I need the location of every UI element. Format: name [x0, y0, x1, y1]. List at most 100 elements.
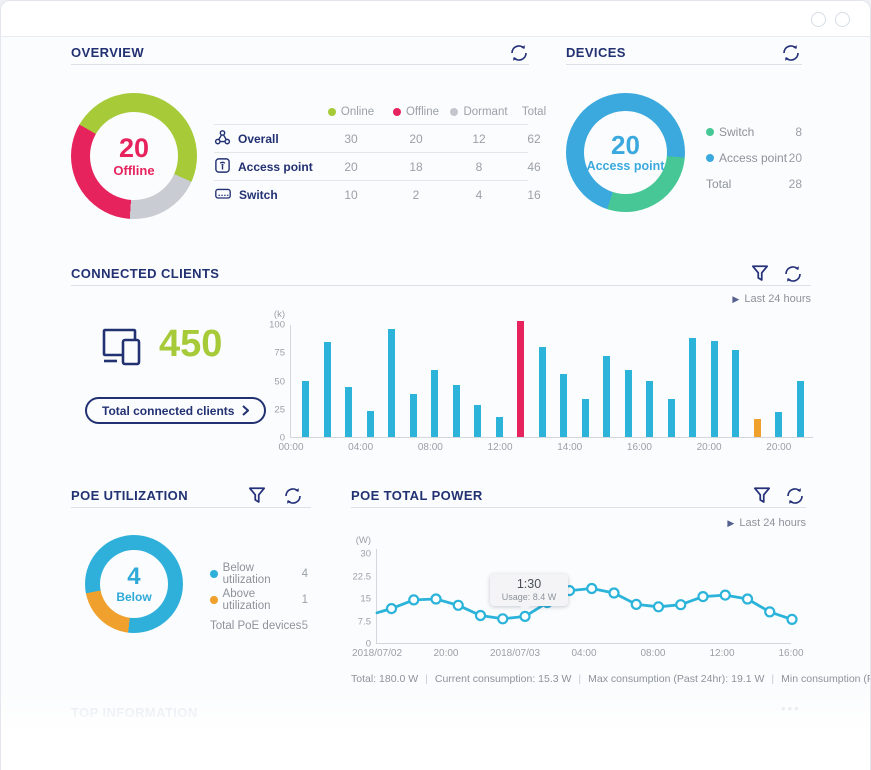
- data-point-marker: [675, 599, 687, 611]
- y-tick-label: 25: [274, 404, 285, 416]
- row-label: Overall: [238, 131, 279, 146]
- count-value: 8: [475, 159, 483, 174]
- bar: [560, 373, 568, 437]
- devices-legend: Switch 8 Access point 20 Total 28: [706, 119, 802, 197]
- refresh-icon[interactable]: [508, 42, 530, 64]
- column-header: Dormant: [448, 106, 510, 118]
- bar: [603, 355, 611, 437]
- count-value: 62: [527, 131, 541, 146]
- bar: [323, 342, 331, 437]
- legend-dot: [210, 570, 218, 578]
- client-devices-icon: [101, 327, 149, 371]
- window-control-icon[interactable]: [835, 12, 850, 27]
- legend-value: 4: [301, 568, 308, 580]
- data-point-marker: [697, 590, 709, 603]
- bar: [624, 370, 632, 437]
- refresh-icon[interactable]: [282, 485, 304, 507]
- data-point-marker: [408, 594, 420, 606]
- refresh-icon[interactable]: [780, 42, 802, 64]
- bar: [538, 346, 546, 437]
- status-dot: [392, 107, 401, 116]
- count-value: 18: [409, 159, 423, 174]
- stat-value: Total: 180.0 W: [351, 673, 419, 685]
- tooltip-time: 1:30: [516, 577, 542, 592]
- devices-donut-label: Access point: [586, 159, 665, 174]
- refresh-icon[interactable]: [782, 263, 804, 285]
- time-range-selector[interactable]: ▶ Last 24 hours: [686, 517, 806, 529]
- legend-label: Below utilization: [222, 562, 271, 586]
- legend-label: Access point: [719, 151, 788, 165]
- total-connected-clients-button[interactable]: Total connected clients: [85, 397, 267, 424]
- data-point-marker: [497, 613, 509, 625]
- bottom-fade: [1, 689, 870, 770]
- legend-label: Above utilization: [222, 588, 271, 612]
- bar: [345, 387, 353, 437]
- data-point-marker: [764, 606, 776, 618]
- x-tick-label: 2018/07/02: [351, 648, 403, 659]
- bar: [431, 370, 439, 437]
- window-control-icon[interactable]: [811, 12, 826, 27]
- time-range-selector[interactable]: ▶ Last 24 hours: [691, 293, 811, 305]
- y-tick-label: 50: [274, 376, 285, 387]
- x-tick-label: 14:00: [557, 442, 583, 453]
- count-value: 4: [475, 187, 483, 202]
- next-section-title: TOP INFORMATION: [71, 705, 198, 720]
- y-tick-label: 100: [269, 319, 285, 331]
- devices-donut-chart: 20 Access point: [566, 93, 685, 212]
- data-point-marker: [519, 610, 531, 623]
- column-header: Total: [521, 106, 547, 118]
- bar: [710, 340, 718, 437]
- refresh-icon[interactable]: [784, 485, 806, 507]
- poe-utilization-title: POE UTILIZATION: [71, 488, 188, 503]
- data-point-marker: [430, 593, 442, 605]
- time-range-label: Last 24 hours: [739, 517, 806, 529]
- y-tick-label: 15: [360, 593, 371, 605]
- bar-series: [291, 320, 813, 437]
- data-point-marker: [474, 609, 487, 622]
- line-chart-unit: (W): [355, 535, 371, 546]
- y-tick-label: 0: [365, 638, 371, 650]
- legend-value: 20: [788, 151, 802, 165]
- devices-donut-value: 20: [611, 129, 640, 160]
- legend-label: Total PoE devices: [210, 620, 302, 632]
- filter-icon[interactable]: [751, 485, 773, 507]
- bar: [302, 380, 309, 437]
- time-range-label: Last 24 hours: [744, 293, 811, 305]
- bar-chart-unit: (k): [273, 309, 285, 320]
- filter-icon[interactable]: [246, 485, 268, 507]
- data-point-marker: [786, 613, 798, 626]
- legend-value: 1: [301, 594, 308, 606]
- filter-icon[interactable]: [749, 263, 771, 285]
- bar: [796, 380, 804, 437]
- stat-value: Current consumption: 15.3 W: [434, 673, 572, 685]
- table-row: Overall 30 20 12 62: [214, 124, 541, 152]
- row-label: Switch: [239, 187, 278, 202]
- poe-utilization-legend: Below utilization 4 Above utilization 1 Tota…: [210, 561, 308, 639]
- power-stats-line: Total: 180.0 W | Current consumption: 15.3…: [351, 673, 870, 685]
- column-header: Online: [318, 106, 384, 118]
- overview-donut-chart: 20 Offline: [71, 93, 197, 219]
- bar: [409, 394, 417, 437]
- data-point-marker: [385, 602, 398, 615]
- legend-label: Switch: [719, 125, 755, 139]
- stat-value: Max consumption (Past 24hr): 19.1 W: [588, 673, 765, 685]
- count-value: 16: [527, 187, 541, 202]
- data-point-marker: [630, 598, 642, 611]
- overview-status-table: Online Offline Dormant Total Overall 30 20 12 62…: [214, 100, 546, 208]
- legend-dot: [706, 154, 714, 162]
- bar: [581, 398, 589, 437]
- count-value: 2: [412, 187, 420, 202]
- legend-value: 5: [301, 620, 308, 632]
- data-point-marker: [719, 589, 731, 601]
- data-point-marker: [608, 587, 620, 599]
- legend-item: Switch 8: [706, 119, 802, 145]
- poe-utilization-donut-chart: 4 Below: [85, 535, 183, 633]
- bar: [388, 328, 396, 437]
- count-value: 20: [344, 159, 358, 174]
- legend-item: Below utilization 4: [210, 561, 308, 587]
- x-tick-label: 16:00: [626, 442, 652, 453]
- bar: [753, 418, 761, 437]
- x-tick-label: 12:00: [709, 648, 735, 659]
- overall-icon: [214, 129, 231, 149]
